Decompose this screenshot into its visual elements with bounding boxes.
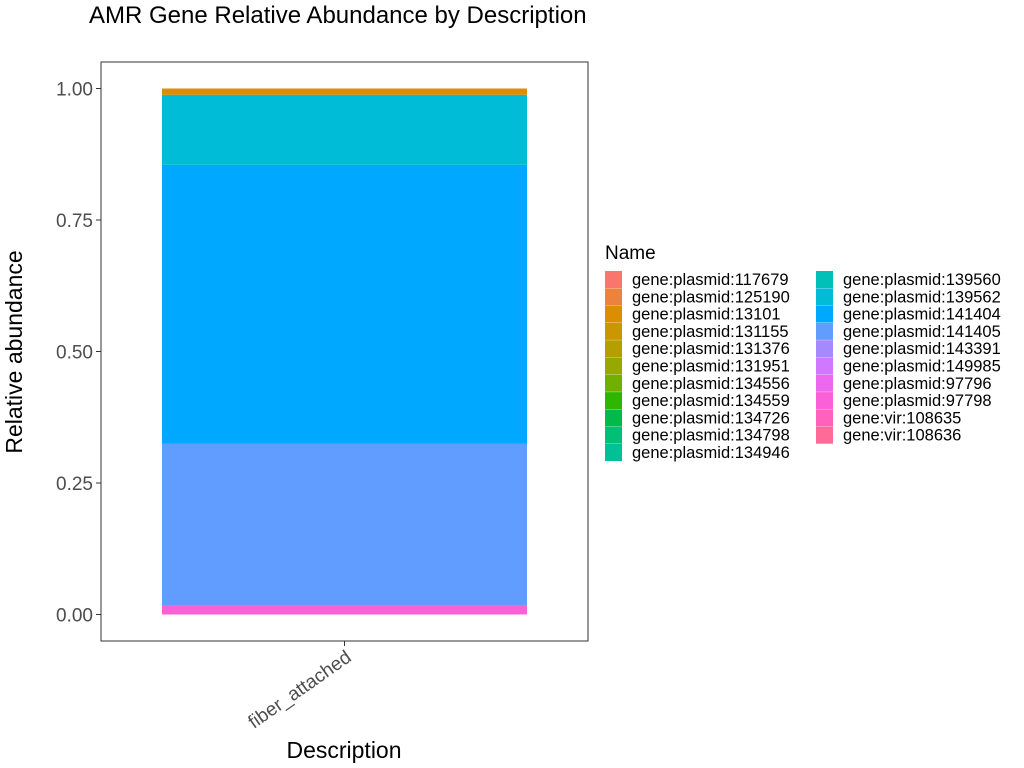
legend-key [605, 374, 622, 392]
legend-label: gene:plasmid:131155 [632, 323, 789, 341]
legend-item: gene:plasmid:134798 [605, 426, 790, 445]
legend-label: gene:plasmid:134559 [632, 392, 790, 410]
legend-label: gene:vir:108635 [843, 409, 961, 427]
legend-key [605, 340, 622, 358]
legend-item: gene:plasmid:131155 [605, 322, 789, 341]
legend-key [816, 357, 833, 375]
legend-item: gene:plasmid:134946 [605, 444, 790, 462]
legend-label: gene:plasmid:134726 [632, 409, 790, 427]
legend-key [816, 288, 833, 306]
legend-key [605, 357, 622, 375]
legend-label: gene:plasmid:97798 [843, 392, 992, 410]
legend-key [816, 374, 833, 392]
legend-item: gene:plasmid:131951 [605, 357, 790, 376]
legend-item: gene:vir:108636 [816, 426, 961, 445]
legend-label: gene:plasmid:117679 [632, 271, 789, 289]
legend-key [816, 305, 833, 323]
legend-label: gene:plasmid:141405 [843, 323, 1001, 341]
bar-segment-gene-plasmid-13101 [162, 88, 527, 95]
legend-label: gene:plasmid:139560 [843, 271, 1001, 289]
legend-key [816, 322, 833, 340]
legend-label: gene:plasmid:149985 [843, 358, 1001, 376]
legend-key [816, 426, 833, 444]
legend-label: gene:plasmid:131376 [632, 340, 790, 358]
legend-item: gene:plasmid:141405 [816, 322, 1001, 341]
legend-item: gene:vir:108635 [816, 409, 961, 427]
legend-key [605, 288, 622, 306]
legend-key [605, 271, 622, 288]
bar-segment-gene-plasmid-97798 [162, 605, 527, 615]
legend-key [605, 305, 622, 323]
legend-item: gene:plasmid:149985 [816, 357, 1001, 376]
legend-item: gene:plasmid:134559 [605, 392, 790, 410]
legend-item: gene:plasmid:134726 [605, 409, 790, 427]
bar-segment-gene-plasmid-139562 [162, 94, 527, 165]
legend-key [605, 322, 622, 340]
y-tick-label: 1.00 [56, 80, 93, 101]
chart-title: AMR Gene Relative Abundance by Descripti… [89, 2, 587, 29]
y-tick-label: 0.00 [56, 606, 93, 627]
legend-key [605, 444, 622, 461]
legend-label: gene:plasmid:134946 [632, 444, 790, 462]
legend-item: gene:plasmid:125190 [605, 288, 790, 306]
bar-segment-gene-plasmid-141404 [162, 164, 527, 444]
bar-segment-gene-plasmid-141405 [162, 443, 527, 606]
legend-item: gene:plasmid:117679 [605, 271, 789, 289]
legend-item: gene:plasmid:13101 [605, 305, 781, 324]
x-axis: fiber_attached [245, 641, 356, 733]
legend-label: gene:plasmid:141404 [843, 306, 1001, 324]
y-axis-title: Relative abundance [1, 250, 27, 453]
legend-label: gene:vir:108636 [843, 427, 961, 445]
legend-key [605, 392, 622, 410]
legend-label: gene:plasmid:134798 [632, 427, 790, 445]
legend-key [605, 409, 622, 427]
legend-key [816, 409, 833, 427]
legend-label: gene:plasmid:139562 [843, 288, 1001, 306]
y-tick-label: 0.25 [56, 474, 93, 495]
legend-label: gene:plasmid:131951 [632, 358, 790, 376]
legend-items: gene:plasmid:117679gene:plasmid:125190ge… [605, 271, 1001, 462]
legend-item: gene:plasmid:97798 [816, 392, 992, 410]
y-tick-label: 0.50 [56, 343, 93, 364]
legend-key [605, 426, 622, 444]
legend-label: gene:plasmid:97796 [843, 375, 992, 393]
legend-item: gene:plasmid:139560 [816, 271, 1001, 289]
y-axis: 0.00 0.25 0.50 0.75 1.00 [56, 80, 101, 627]
legend-key [816, 271, 833, 288]
legend-item: gene:plasmid:139562 [816, 288, 1001, 306]
legend-item: gene:plasmid:143391 [816, 340, 1001, 358]
plot-area: 0.00 0.25 0.50 0.75 1.00 fiber_attached [56, 61, 589, 733]
y-tick-label: 0.75 [56, 211, 93, 232]
legend-title: Name [605, 243, 656, 264]
legend-item: gene:plasmid:134556 [605, 374, 790, 393]
legend-label: gene:plasmid:125190 [632, 288, 790, 306]
x-axis-title: Description [286, 737, 401, 763]
legend-label: gene:plasmid:143391 [843, 340, 1001, 358]
legend-item: gene:plasmid:141404 [816, 305, 1001, 324]
legend: Name gene:plasmid:117679gene:plasmid:125… [605, 243, 1001, 462]
legend-item: gene:plasmid:97796 [816, 374, 992, 393]
bar-segments [162, 88, 527, 615]
legend-key [816, 340, 833, 358]
x-tick-label: fiber_attached [245, 647, 356, 733]
legend-label: gene:plasmid:13101 [632, 306, 781, 324]
legend-label: gene:plasmid:134556 [632, 375, 790, 393]
legend-item: gene:plasmid:131376 [605, 340, 790, 358]
legend-key [816, 392, 833, 410]
